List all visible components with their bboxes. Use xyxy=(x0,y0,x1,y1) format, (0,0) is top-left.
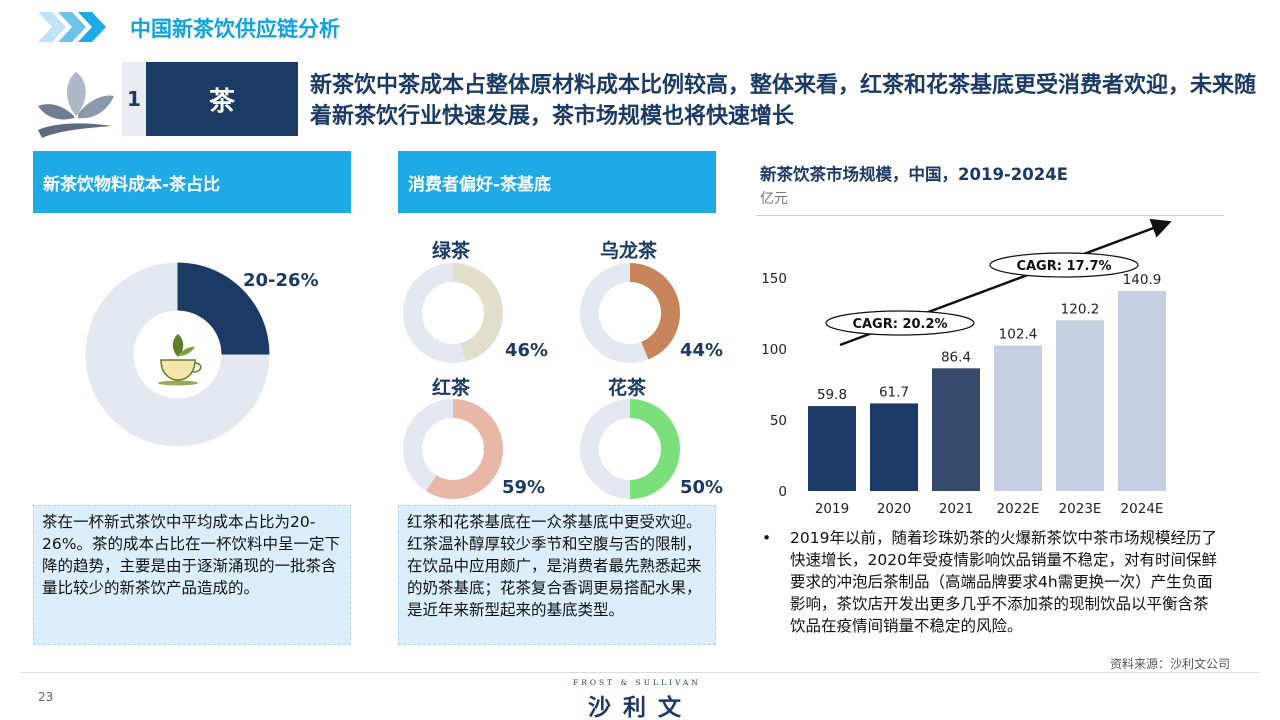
chart-note: • 2019年以前，随着珍珠奶茶的火爆新茶饮中茶市场规模经历了快速增长，2020… xyxy=(760,527,1220,637)
green-tea-label: 绿茶 xyxy=(432,240,471,262)
bar xyxy=(932,368,980,491)
tea-cost-share-label: 20-26% xyxy=(243,270,319,291)
cost-description: 茶在一杯新式茶饮中平均成本占比为20-26%。茶的成本占比在一杯饮料中呈一定下降… xyxy=(33,505,351,645)
headline: 新茶饮中茶成本占整体原材料成本比例较高，整体来看，红茶和花茶基底更受消费者欢迎，… xyxy=(310,73,1257,129)
bar xyxy=(1056,320,1104,491)
x-tick-label: 2020 xyxy=(877,501,911,517)
bar xyxy=(994,345,1042,491)
y-tick-label: 150 xyxy=(761,271,787,287)
chart-divider xyxy=(756,215,1224,216)
preference-0-segment xyxy=(453,263,503,362)
chevron-arrows-icon xyxy=(38,12,106,42)
green-tea-donut xyxy=(403,263,503,363)
oolong-tea-label: 乌龙茶 xyxy=(600,240,658,262)
flower-tea-label: 花茶 xyxy=(608,377,647,399)
x-tick-label: 2021 xyxy=(939,501,973,517)
bar-value-label: 102.4 xyxy=(999,327,1038,343)
black-tea-label: 红茶 xyxy=(432,377,471,399)
bar-value-label: 120.2 xyxy=(1061,301,1100,317)
chart-note-text: 2019年以前，随着珍珠奶茶的火爆新茶饮中茶市场规模经历了快速增长，2020年受… xyxy=(790,529,1217,635)
teacup-icon xyxy=(158,334,202,386)
bar xyxy=(1118,290,1166,491)
y-tick-label: 50 xyxy=(770,413,787,429)
black-tea-donut xyxy=(403,399,503,499)
bar-value-label: 59.8 xyxy=(817,387,847,403)
x-tick-label: 2023E xyxy=(1059,501,1102,517)
y-tick-label: 0 xyxy=(778,484,787,500)
preference-description: 红茶和花茶基底在一众茶基底中更受欢迎。红茶温补醇厚较少季节和空腹与否的限制，在饮… xyxy=(398,505,716,645)
flower-tea-donut xyxy=(580,399,680,499)
preference-1-segment xyxy=(630,263,680,360)
cagr-label: CAGR: 17.7% xyxy=(1016,259,1111,274)
cagr-label-bubble xyxy=(825,310,975,336)
page-number: 23 xyxy=(38,690,54,704)
bar-value-label: 140.9 xyxy=(1123,272,1162,288)
bar xyxy=(808,406,856,491)
x-tick-label: 2024E xyxy=(1121,501,1164,517)
source-note: 资料来源：沙利文公司 xyxy=(1110,657,1231,671)
section-number: 1 xyxy=(122,62,146,136)
footer-divider xyxy=(20,672,1260,673)
y-tick-label: 100 xyxy=(761,342,787,358)
green-tea-pct: 46% xyxy=(505,340,549,361)
preference-panel-heading: 消费者偏好-茶基底 xyxy=(398,151,716,213)
oolong-tea-donut xyxy=(580,263,680,363)
x-tick-label: 2019 xyxy=(815,501,849,517)
market-size-bar-chart: 0 50 100 150 59.8 2019 61.7 2020 86.4 2021 102.4 20… xyxy=(761,218,1172,517)
cagr-label-bubble xyxy=(989,252,1139,278)
tea-cost-share-donut xyxy=(85,262,270,447)
brand-logo: 沙利文 xyxy=(588,695,693,720)
bar-value-label: 61.7 xyxy=(879,384,909,400)
bar xyxy=(870,403,918,491)
bullet-icon: • xyxy=(762,529,772,547)
tea-leaf-logo-icon xyxy=(38,72,114,138)
cost-panel-heading: 新茶饮物料成本-茶占比 xyxy=(33,151,351,213)
flower-tea-pct: 50% xyxy=(680,477,724,498)
x-tick-label: 2022E xyxy=(997,501,1040,517)
oolong-tea-pct: 44% xyxy=(680,340,724,361)
black-tea-pct: 59% xyxy=(502,477,546,498)
section-title: 中国新茶饮供应链分析 xyxy=(130,17,340,41)
cagr-label: CAGR: 20.2% xyxy=(852,317,947,332)
chart-title: 新茶饮茶市场规模，中国，2019-2024E xyxy=(760,165,1068,184)
preference-2-segment xyxy=(426,399,503,499)
preference-3-segment xyxy=(630,399,680,499)
brand-english-name: FROST & SULLIVAN xyxy=(573,678,701,687)
tea-cost-segment xyxy=(177,262,270,355)
bar-value-label: 86.4 xyxy=(941,349,971,365)
chart-unit-label: 亿元 xyxy=(760,191,788,207)
section-topic-title: 茶 xyxy=(146,62,298,136)
